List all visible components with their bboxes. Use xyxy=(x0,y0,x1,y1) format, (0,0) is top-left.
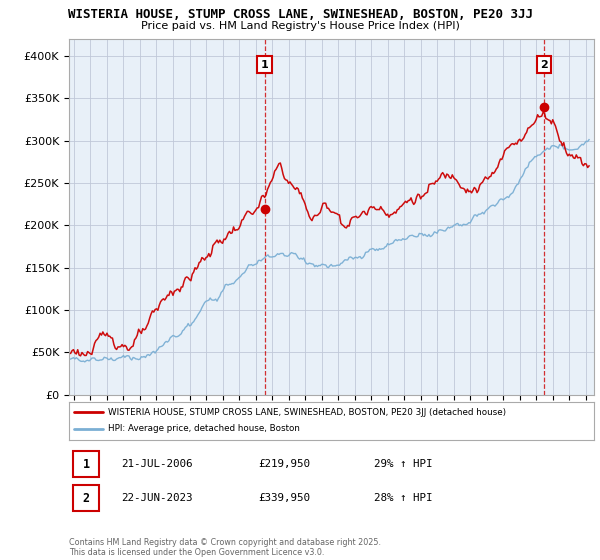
Text: 22-JUN-2023: 22-JUN-2023 xyxy=(121,493,193,503)
Text: 21-JUL-2006: 21-JUL-2006 xyxy=(121,459,193,469)
Text: 28% ↑ HPI: 28% ↑ HPI xyxy=(373,493,432,503)
Text: 1: 1 xyxy=(261,59,269,69)
Text: £339,950: £339,950 xyxy=(258,493,310,503)
Text: £219,950: £219,950 xyxy=(258,459,310,469)
Text: Price paid vs. HM Land Registry's House Price Index (HPI): Price paid vs. HM Land Registry's House … xyxy=(140,21,460,31)
Text: WISTERIA HOUSE, STUMP CROSS LANE, SWINESHEAD, BOSTON, PE20 3JJ: WISTERIA HOUSE, STUMP CROSS LANE, SWINES… xyxy=(67,8,533,21)
FancyBboxPatch shape xyxy=(73,451,100,477)
Text: 29% ↑ HPI: 29% ↑ HPI xyxy=(373,459,432,469)
FancyBboxPatch shape xyxy=(73,485,100,511)
Text: WISTERIA HOUSE, STUMP CROSS LANE, SWINESHEAD, BOSTON, PE20 3JJ (detached house): WISTERIA HOUSE, STUMP CROSS LANE, SWINES… xyxy=(109,408,506,417)
Text: 2: 2 xyxy=(540,59,548,69)
Text: HPI: Average price, detached house, Boston: HPI: Average price, detached house, Bost… xyxy=(109,424,300,433)
Text: 1: 1 xyxy=(83,458,90,470)
Text: 2: 2 xyxy=(83,492,90,505)
Text: Contains HM Land Registry data © Crown copyright and database right 2025.
This d: Contains HM Land Registry data © Crown c… xyxy=(69,538,381,557)
